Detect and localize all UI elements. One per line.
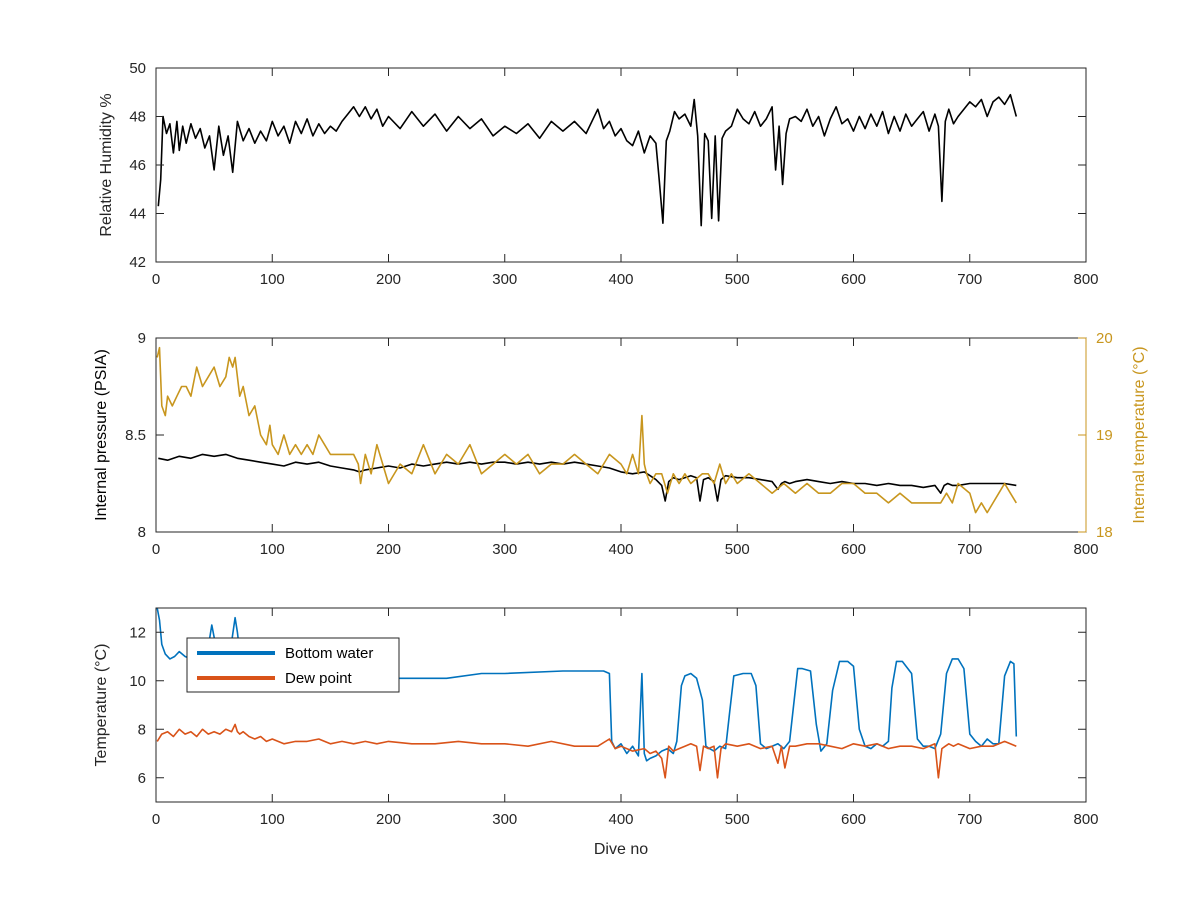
x-tick-label: 200 (376, 541, 401, 558)
y-tick-label: 50 (129, 60, 146, 77)
x-tick-label: 400 (608, 271, 633, 288)
humidity-axes-box (155, 67, 1087, 263)
y-tick-label-right: 20 (1096, 330, 1113, 347)
y-tick-label: 12 (129, 624, 146, 641)
panel-1-series-1-line (156, 346, 1017, 514)
pressure-axes-box (155, 337, 1087, 533)
x-tick-label: 100 (260, 271, 285, 288)
pressure-y-axis-label: Internal pressure (PSIA) (93, 349, 110, 521)
legend: Bottom water Dew point (186, 637, 400, 693)
x-tick-label: 300 (492, 811, 517, 828)
x-tick-label: 200 (376, 271, 401, 288)
x-tick-label: 500 (725, 271, 750, 288)
panel-0-series-0-line (157, 93, 1018, 227)
x-tick-label: 0 (152, 811, 160, 828)
x-tick-label: 700 (957, 271, 982, 288)
x-tick-label: 600 (841, 271, 866, 288)
x-tick-label: 800 (1073, 541, 1098, 558)
y-tick-label: 44 (129, 206, 146, 223)
temperature-panel: 0 100 200 300 400 500 600 700 800 6 8 10 12 Temperat… (93, 607, 1099, 858)
y-tick-label: 8.5 (125, 427, 146, 444)
x-tick-label: 600 (841, 541, 866, 558)
temperature-y-axis-label: Temperature (°C) (93, 644, 110, 767)
y-tick-label: 42 (129, 254, 146, 271)
pressure-temperature-panel: 0 100 200 300 400 500 600 700 800 8 8.5 9 18 19 20 Int… (93, 330, 1148, 558)
x-axis-label: Dive no (594, 841, 648, 858)
x-tick-label: 100 (260, 541, 285, 558)
y-tick-label: 9 (138, 330, 146, 347)
panel-1-series-0-line (158, 453, 1017, 502)
x-tick-label: 800 (1073, 811, 1098, 828)
bottom-water-line (156, 608, 1018, 762)
legend-label-bottom-water: Bottom water (285, 645, 373, 662)
y-tick-label-right: 19 (1096, 427, 1113, 444)
y-tick-label: 8 (138, 721, 146, 738)
y-tick-label: 8 (138, 524, 146, 541)
x-tick-label: 700 (957, 541, 982, 558)
dew-point-line (156, 723, 1017, 779)
x-tick-label: 600 (841, 811, 866, 828)
x-tick-label: 400 (608, 541, 633, 558)
x-tick-label: 400 (608, 811, 633, 828)
humidity-y-axis-label: Relative Humidity % (98, 93, 115, 236)
x-tick-label: 100 (260, 811, 285, 828)
x-tick-label: 300 (492, 541, 517, 558)
legend-box (186, 637, 400, 693)
humidity-panel: 0 100 200 300 400 500 600 700 800 42 44 46 48 50 Rela… (98, 60, 1099, 288)
legend-label-dew-point: Dew point (285, 670, 353, 687)
x-tick-label: 700 (957, 811, 982, 828)
internal-temperature-y-axis-label: Internal temperature (°C) (1131, 346, 1148, 523)
x-tick-label: 0 (152, 541, 160, 558)
x-tick-label: 300 (492, 271, 517, 288)
y-tick-label: 10 (129, 673, 146, 690)
x-tick-label: 500 (725, 541, 750, 558)
x-tick-label: 0 (152, 271, 160, 288)
y-tick-label: 6 (138, 770, 146, 787)
y-tick-label: 48 (129, 109, 146, 126)
y-tick-label-right: 18 (1096, 524, 1113, 541)
x-tick-label: 200 (376, 811, 401, 828)
y-tick-label: 46 (129, 157, 146, 174)
temperature-axes-box (155, 607, 1087, 803)
x-tick-label: 500 (725, 811, 750, 828)
x-tick-label: 800 (1073, 271, 1098, 288)
